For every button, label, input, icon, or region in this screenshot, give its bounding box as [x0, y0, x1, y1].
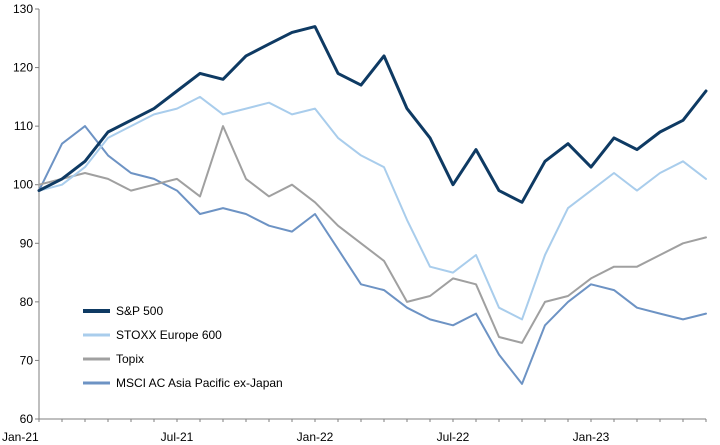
- x-tick-label: Jul-21: [161, 430, 194, 444]
- y-tick-label: 130: [13, 2, 33, 16]
- y-tick-label: 100: [13, 178, 33, 192]
- y-tick-label: 80: [20, 295, 34, 309]
- series-line-3: [38, 125, 707, 385]
- series-lines: [37, 25, 708, 385]
- series-line-2: [38, 125, 707, 344]
- x-tick-label: Jan-23: [573, 430, 610, 444]
- legend-label-2: Topix: [116, 352, 144, 366]
- legend-label-1: STOXX Europe 600: [116, 328, 222, 342]
- x-tick-label: Jan-21: [2, 430, 39, 444]
- series-line-1: [38, 95, 707, 321]
- y-tick-label: 120: [13, 61, 33, 75]
- x-axis: Jan-21 Jul-21 Jan-22 Jul-22 Jan-23: [2, 418, 707, 444]
- y-tick-label: 110: [14, 119, 33, 133]
- x-tick-label: Jan-22: [297, 430, 334, 444]
- legend-label-0: S&P 500: [116, 304, 163, 318]
- legend-label-3: MSCI AC Asia Pacific ex-Japan: [116, 376, 283, 390]
- y-tick-label: 70: [20, 353, 34, 367]
- legend: S&P 500 STOXX Europe 600 Topix MSCI AC Asia…: [83, 304, 283, 390]
- y-tick-label: 90: [20, 236, 34, 250]
- x-tick-label: Jul-22: [437, 430, 470, 444]
- y-tick-label: 60: [20, 412, 34, 426]
- series-line-0: [37, 25, 708, 204]
- y-axis: 60 70 80 90 100 110 120 130: [13, 2, 40, 426]
